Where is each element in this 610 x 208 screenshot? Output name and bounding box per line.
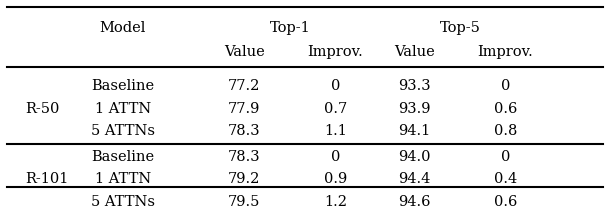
Text: Value: Value — [394, 45, 435, 59]
Text: 93.3: 93.3 — [398, 79, 431, 93]
Text: Baseline: Baseline — [92, 79, 154, 93]
Text: Model: Model — [99, 21, 146, 35]
Text: Improv.: Improv. — [478, 45, 533, 59]
Text: 79.5: 79.5 — [228, 195, 260, 208]
Text: 5 ATTNs: 5 ATTNs — [91, 195, 155, 208]
Text: 0: 0 — [501, 79, 510, 93]
Text: R-50: R-50 — [26, 102, 60, 116]
Text: Top-1: Top-1 — [270, 21, 310, 35]
Text: Baseline: Baseline — [92, 150, 154, 164]
Text: 0: 0 — [501, 150, 510, 164]
Text: 0.8: 0.8 — [493, 124, 517, 139]
Text: 77.9: 77.9 — [228, 102, 260, 116]
Text: 0.9: 0.9 — [324, 172, 347, 186]
Text: Value: Value — [224, 45, 265, 59]
Text: Improv.: Improv. — [307, 45, 363, 59]
Text: Top-5: Top-5 — [439, 21, 480, 35]
Text: 1.1: 1.1 — [324, 124, 347, 139]
Text: 94.0: 94.0 — [398, 150, 431, 164]
Text: 0.6: 0.6 — [493, 102, 517, 116]
Text: 93.9: 93.9 — [398, 102, 431, 116]
Text: 78.3: 78.3 — [228, 150, 260, 164]
Text: 1.2: 1.2 — [324, 195, 347, 208]
Text: 0: 0 — [331, 150, 340, 164]
Text: 1 ATTN: 1 ATTN — [95, 172, 151, 186]
Text: R-101: R-101 — [26, 172, 69, 186]
Text: 94.1: 94.1 — [398, 124, 431, 139]
Text: 1 ATTN: 1 ATTN — [95, 102, 151, 116]
Text: 0.7: 0.7 — [324, 102, 347, 116]
Text: 77.2: 77.2 — [228, 79, 260, 93]
Text: 5 ATTNs: 5 ATTNs — [91, 124, 155, 139]
Text: 0.6: 0.6 — [493, 195, 517, 208]
Text: 78.3: 78.3 — [228, 124, 260, 139]
Text: 0: 0 — [331, 79, 340, 93]
Text: 0.4: 0.4 — [493, 172, 517, 186]
Text: 94.6: 94.6 — [398, 195, 431, 208]
Text: 79.2: 79.2 — [228, 172, 260, 186]
Text: 94.4: 94.4 — [398, 172, 431, 186]
